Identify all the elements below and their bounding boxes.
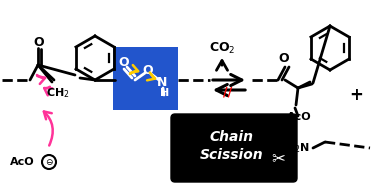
Text: ✂: ✂ bbox=[271, 149, 285, 167]
Text: O: O bbox=[34, 36, 44, 50]
Text: O: O bbox=[279, 51, 289, 64]
Text: AcO: AcO bbox=[287, 112, 311, 122]
Text: Chain: Chain bbox=[210, 130, 254, 144]
Text: O: O bbox=[119, 56, 129, 68]
Text: H$_2$N: H$_2$N bbox=[285, 141, 310, 155]
FancyBboxPatch shape bbox=[171, 114, 297, 182]
Text: O: O bbox=[143, 64, 153, 77]
Text: +: + bbox=[349, 86, 363, 104]
FancyBboxPatch shape bbox=[113, 47, 178, 110]
Text: N: N bbox=[157, 77, 167, 90]
Text: H: H bbox=[160, 88, 170, 98]
Text: AcO: AcO bbox=[10, 157, 35, 167]
Text: $\ominus$: $\ominus$ bbox=[45, 157, 53, 167]
Text: //: // bbox=[223, 85, 232, 98]
Text: CO$_2$: CO$_2$ bbox=[209, 40, 235, 56]
Text: Scission: Scission bbox=[200, 148, 264, 162]
Text: CH$_2$: CH$_2$ bbox=[46, 86, 70, 100]
